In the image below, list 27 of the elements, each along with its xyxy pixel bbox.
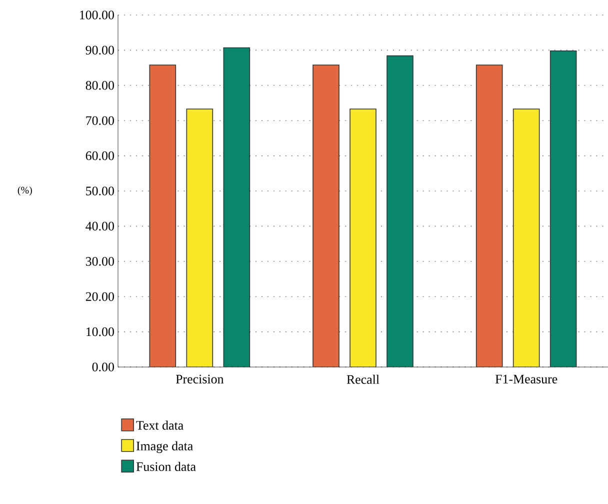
x-tick-label: Precision: [176, 374, 224, 384]
legend-label: Fusion data: [136, 462, 196, 472]
y-tick-label: 10.00: [86, 327, 114, 336]
x-tick-label: F1-Measure: [495, 374, 558, 384]
bar: [386, 55, 414, 367]
y-tick-label: 100.00: [80, 10, 114, 20]
bar: [186, 108, 214, 367]
bar: [149, 64, 176, 367]
y-axis-title: (%): [18, 186, 32, 196]
bar: [550, 50, 577, 367]
x-tick-label: Recall: [346, 374, 380, 384]
bar: [476, 64, 503, 367]
bar: [223, 47, 250, 367]
y-tick-label: 20.00: [86, 292, 114, 302]
y-tick-label: 0.00: [92, 362, 114, 372]
y-tick-label: 50.00: [86, 186, 114, 196]
bar: [512, 108, 540, 367]
y-tick-label: 70.00: [86, 116, 114, 125]
legend-label: Text data: [136, 420, 184, 430]
legend-label: Image data: [136, 441, 193, 454]
y-tick-label: 60.00: [86, 151, 114, 160]
y-tick-label: 90.00: [86, 46, 114, 55]
bar: [350, 108, 376, 367]
y-tick-label: 80.00: [86, 81, 114, 90]
y-tick-label: 40.00: [86, 222, 114, 231]
y-tick-label: 30.00: [86, 257, 114, 266]
bar: [312, 64, 340, 367]
